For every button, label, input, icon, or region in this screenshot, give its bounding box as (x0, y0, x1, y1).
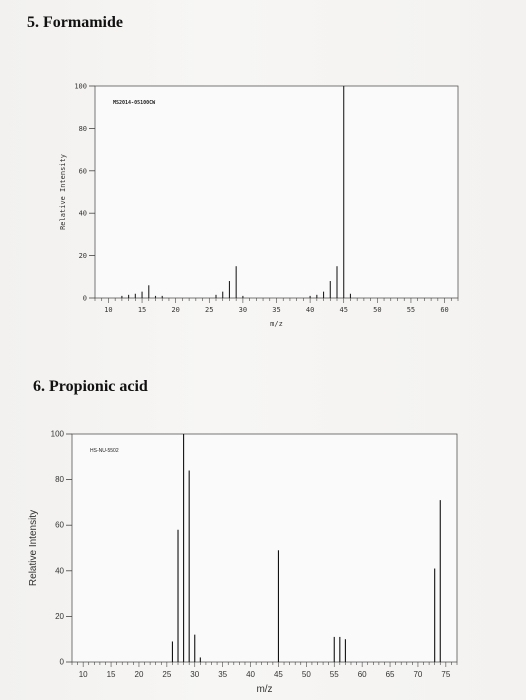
x-axis-label: m/z (256, 684, 272, 695)
x-tick-label: 15 (138, 306, 146, 314)
spectrum-code: MS2014-05100CW (113, 100, 156, 106)
y-tick-label: 20 (79, 252, 87, 260)
x-tick-label: 20 (171, 306, 179, 314)
x-tick-label: 20 (135, 670, 144, 679)
x-tick-label: 55 (407, 306, 415, 314)
y-tick-label: 60 (55, 521, 64, 530)
x-tick-label: 25 (205, 306, 213, 314)
plot-frame (94, 85, 459, 299)
y-tick-label: 80 (79, 125, 87, 133)
y-tick-label: 0 (60, 658, 65, 667)
x-tick-label: 70 (413, 670, 422, 679)
plot-frame (71, 433, 458, 663)
x-tick-label: 30 (239, 306, 247, 314)
x-tick-label: 75 (441, 670, 450, 679)
y-tick-label: 80 (55, 475, 64, 484)
x-tick-label: 40 (306, 306, 314, 314)
x-tick-label: 60 (358, 670, 367, 679)
x-tick-label: 25 (162, 670, 171, 679)
y-tick-label: 60 (79, 167, 87, 175)
heading-formamide: 5. Formamide (27, 14, 123, 31)
y-tick-label: 20 (55, 612, 64, 621)
x-tick-label: 55 (330, 670, 339, 679)
y-tick-label: 100 (51, 430, 65, 439)
x-tick-label: 10 (104, 306, 112, 314)
y-axis-label: Relative Intensity (28, 510, 39, 586)
x-tick-label: 45 (340, 306, 348, 314)
spectrum-code: HS-NU-5502 (90, 448, 119, 454)
x-tick-label: 40 (246, 670, 255, 679)
x-tick-label: 60 (440, 306, 448, 314)
x-tick-label: 15 (107, 670, 116, 679)
x-tick-label: 35 (218, 670, 227, 679)
x-axis-label: m/z (270, 320, 283, 328)
x-tick-label: 45 (274, 670, 283, 679)
y-tick-label: 40 (79, 210, 87, 218)
y-tick-label: 0 (83, 295, 87, 303)
y-tick-label: 40 (55, 566, 64, 575)
x-tick-label: 50 (302, 670, 311, 679)
y-axis-label: Relative Intensity (59, 154, 67, 230)
x-tick-label: 10 (79, 670, 88, 679)
x-tick-label: 30 (190, 670, 199, 679)
x-tick-label: 35 (272, 306, 280, 314)
heading-propionic-acid: 6. Propionic acid (33, 378, 148, 395)
x-tick-label: 50 (373, 306, 381, 314)
x-tick-label: 65 (386, 670, 395, 679)
y-tick-label: 100 (74, 83, 87, 91)
